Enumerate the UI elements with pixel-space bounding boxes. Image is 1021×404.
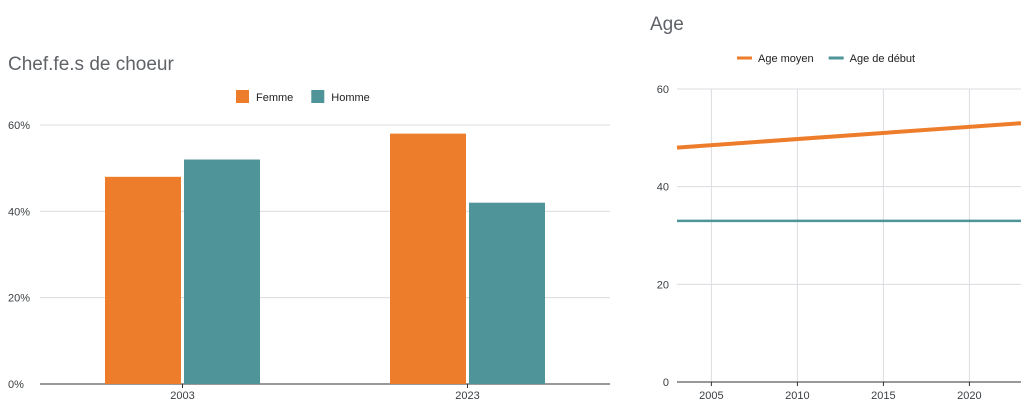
bar-chart-y-ticks: 0% 20% 40% 60%: [8, 120, 30, 391]
line-legend-label-age-moyen: Age moyen: [758, 53, 814, 65]
line-chart-gridlines: [677, 88, 1021, 383]
line-y-tick-0: 0: [663, 377, 669, 389]
bar-y-tick-0: 0%: [8, 379, 24, 391]
bar-chart-legend: Femme Homme: [236, 90, 370, 104]
bar-chart-title: Chef.fe.s de choeur: [8, 54, 174, 75]
line-x-tick-2010: 2010: [785, 390, 809, 402]
bar-legend-swatch-homme: [311, 90, 325, 103]
bar-homme-2023: [469, 202, 545, 384]
line-chart-x-ticks: 2005 2010 2015 2020: [699, 382, 982, 402]
bar-x-tick-2023: 2023: [455, 390, 479, 402]
bar-femme-2003: [105, 176, 181, 384]
bar-x-tick-2003: 2003: [170, 390, 194, 402]
bar-y-tick-40: 40%: [8, 206, 30, 218]
bar-chart-x-ticks: 2003 2023: [170, 384, 480, 402]
line-legend-label-age-de-debut: Age de début: [850, 53, 915, 65]
bar-y-tick-20: 20%: [8, 293, 30, 305]
bar-chart: Chef.fe.s de choeur 0% 20% 40% 60% 2003 2023…: [8, 54, 610, 402]
line-y-tick-60: 60: [657, 84, 669, 96]
line-chart-series: [676, 121, 1021, 223]
bar-femme-2023: [390, 133, 466, 384]
bar-y-tick-60: 60%: [8, 120, 30, 132]
line-chart-title: Age: [650, 14, 684, 35]
line-chart-y-ticks: 0 20 40 60: [657, 84, 669, 389]
line-chart-legend: Age moyen Age de début: [737, 53, 915, 65]
line-x-tick-2020: 2020: [957, 390, 981, 402]
line-series-age-moyen: [676, 121, 1021, 150]
bar-legend-label-femme: Femme: [256, 92, 293, 104]
line-x-tick-2005: 2005: [699, 390, 723, 402]
bar-legend-label-homme: Homme: [331, 92, 370, 104]
line-y-tick-40: 40: [657, 182, 669, 194]
line-x-tick-2015: 2015: [871, 390, 895, 402]
bar-homme-2003: [184, 159, 260, 384]
bar-legend-swatch-femme: [236, 90, 249, 103]
line-y-tick-20: 20: [657, 279, 669, 291]
bar-chart-bars: [105, 133, 545, 384]
